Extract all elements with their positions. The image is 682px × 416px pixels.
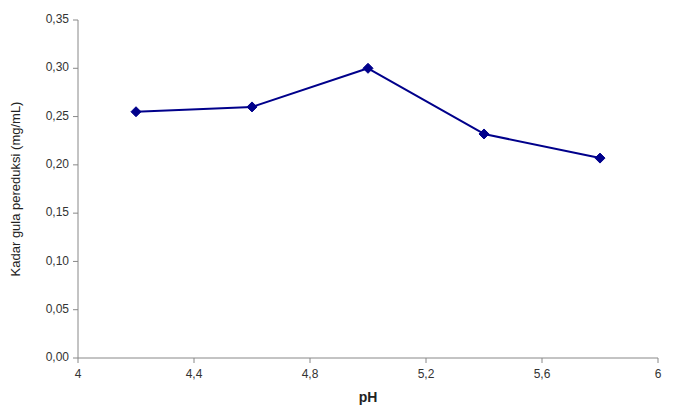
x-axis-line [78,358,658,359]
y-tick-label: 0,10 [46,254,70,268]
x-axis: 4 4,4 4,8 5,2 5,6 6 [75,358,662,381]
marker [479,129,489,139]
plot-area [131,63,605,163]
y-tick-label: 0,05 [46,302,70,316]
y-tick-label: 0,20 [46,157,70,171]
y-tick-label: 0,25 [46,109,70,123]
y-tick-label: 0,00 [46,350,70,364]
y-tick [73,164,78,165]
x-tick-label: 5,2 [418,367,435,381]
y-tick [73,358,78,359]
y-tick [73,213,78,214]
x-tick [194,358,195,363]
y-axis-label: Kadar gula pereduksi (mg/mL) [8,102,23,277]
line [136,68,600,158]
x-tick [426,358,427,363]
marker [247,102,257,112]
y-tick [73,116,78,117]
x-tick-label: 4,4 [186,367,203,381]
y-axis: 0,00 0,05 0,10 0,15 0,20 0,25 0,30 0,35 [46,12,78,364]
marker [595,153,605,163]
x-tick-label: 4,8 [302,367,319,381]
y-tick-label: 0,35 [46,12,70,26]
y-tick [73,68,78,69]
x-tick-label: 4 [75,367,82,381]
y-axis-line [78,20,79,358]
marker [131,107,141,117]
x-axis-label: pH [359,389,378,405]
y-tick-label: 0,30 [46,60,70,74]
x-tick [310,358,311,363]
x-tick [542,358,543,363]
y-tick-label: 0,15 [46,205,70,219]
x-tick-label: 5,6 [534,367,551,381]
y-tick [73,20,78,21]
marker [363,63,373,73]
x-tick [78,358,79,363]
x-tick-label: 6 [655,367,662,381]
y-tick [73,309,78,310]
chart: 0,00 0,05 0,10 0,15 0,20 0,25 0,30 0,35 4 4,4 4,8 5… [0,0,682,416]
y-tick [73,261,78,262]
x-tick [658,358,659,363]
